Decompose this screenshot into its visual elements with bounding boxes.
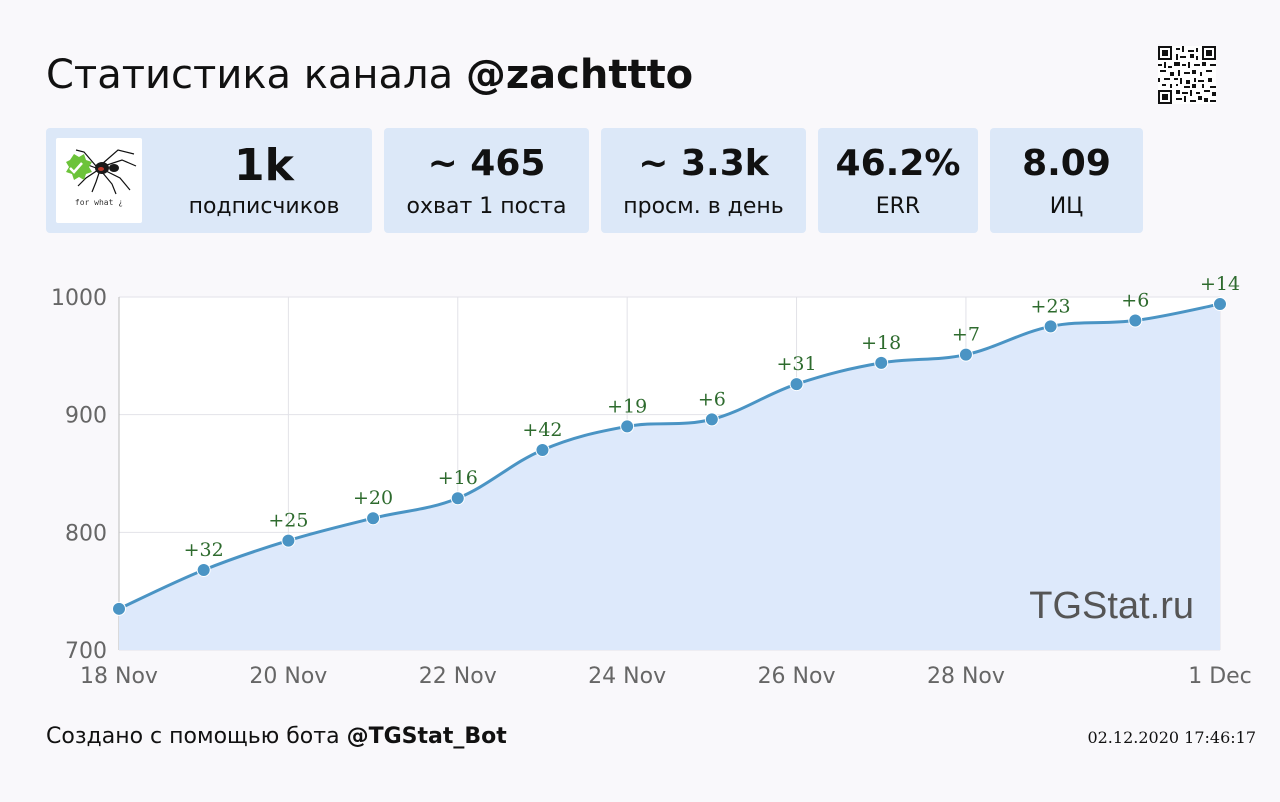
stat-card-err: 46.2% ERR (818, 128, 978, 233)
stat-label: ERR (875, 194, 921, 219)
stat-value: ~ 3.3k (638, 143, 769, 184)
x-tick-label: 22 Nov (419, 664, 497, 689)
data-label: +25 (268, 510, 308, 532)
avatar: for what ¿ (56, 138, 142, 223)
data-point (704, 412, 719, 427)
data-point (535, 442, 550, 457)
data-point (958, 347, 973, 362)
data-point (112, 601, 126, 616)
x-tick-label: 18 Nov (80, 664, 158, 689)
footer-created-text: Создано с помощью бота (46, 724, 340, 749)
stat-value: ~ 465 (427, 143, 546, 184)
stat-card-citation-index: 8.09 ИЦ (990, 128, 1143, 233)
x-tick-label: 1 Dec (1188, 664, 1252, 689)
stat-card-subscribers: for what ¿ 1k подписчиков (46, 128, 372, 233)
data-point (1213, 297, 1227, 312)
data-label: +7 (952, 324, 980, 346)
series-area (119, 304, 1220, 650)
data-label: +6 (1121, 290, 1149, 312)
x-tick-label: 26 Nov (758, 664, 836, 689)
qr-code-icon (1158, 46, 1216, 104)
data-point (366, 511, 381, 526)
data-label: +19 (607, 395, 647, 417)
data-label: +18 (861, 332, 901, 354)
page-title: Статистика канала @zachttto (46, 48, 693, 102)
data-label: +31 (776, 353, 816, 375)
y-tick-label: 800 (65, 521, 107, 546)
data-point (281, 533, 296, 548)
channel-handle: @zachttto (465, 52, 694, 98)
stat-label: подписчиков (188, 194, 340, 219)
avatar-caption: for what ¿ (74, 198, 124, 207)
data-label: +32 (184, 539, 224, 561)
y-tick-label: 1000 (51, 286, 107, 311)
data-label: +42 (522, 419, 562, 441)
data-point (620, 419, 635, 434)
data-label: +20 (353, 487, 393, 509)
spider-icon (66, 149, 137, 195)
bot-handle-link[interactable]: @TGStat_Bot (346, 724, 507, 749)
data-point (196, 562, 211, 577)
series-line (118, 302, 1221, 611)
data-label: +14 (1200, 273, 1240, 295)
stat-label: охват 1 поста (406, 194, 567, 219)
data-point (1043, 319, 1058, 334)
y-tick-label: 700 (65, 639, 107, 664)
stat-card-reach: ~ 465 охват 1 поста (384, 128, 589, 233)
stat-label: ИЦ (1049, 194, 1084, 219)
data-label: +16 (438, 467, 478, 489)
subscribers-chart: 700 800 900 1000 18 Nov 20 Nov 22 Nov 24 Nov 26 … (51, 273, 1252, 689)
title-prefix: Статистика канала (46, 52, 454, 98)
y-tick-label: 900 (65, 404, 107, 429)
stat-label: просм. в день (623, 194, 784, 219)
x-tick-label: 24 Nov (588, 664, 666, 689)
stat-value: 46.2% (835, 143, 961, 184)
footer-credit: Создано с помощью бота @TGStat_Bot (46, 722, 507, 752)
data-point (450, 491, 465, 506)
watermark-label: TGStat.ru (1029, 585, 1194, 627)
stat-value: 1k (234, 140, 294, 191)
data-point (1128, 313, 1143, 328)
data-label: +6 (698, 388, 726, 410)
stat-value: 8.09 (1022, 143, 1111, 184)
stat-card-daily-views: ~ 3.3k просм. в день (601, 128, 806, 233)
data-point (789, 377, 804, 392)
footer-timestamp: 02.12.2020 17:46:17 (1087, 728, 1256, 747)
data-label: +23 (1031, 295, 1071, 317)
x-tick-label: 28 Nov (927, 664, 1005, 689)
x-tick-label: 20 Nov (249, 664, 327, 689)
data-point (874, 355, 889, 370)
